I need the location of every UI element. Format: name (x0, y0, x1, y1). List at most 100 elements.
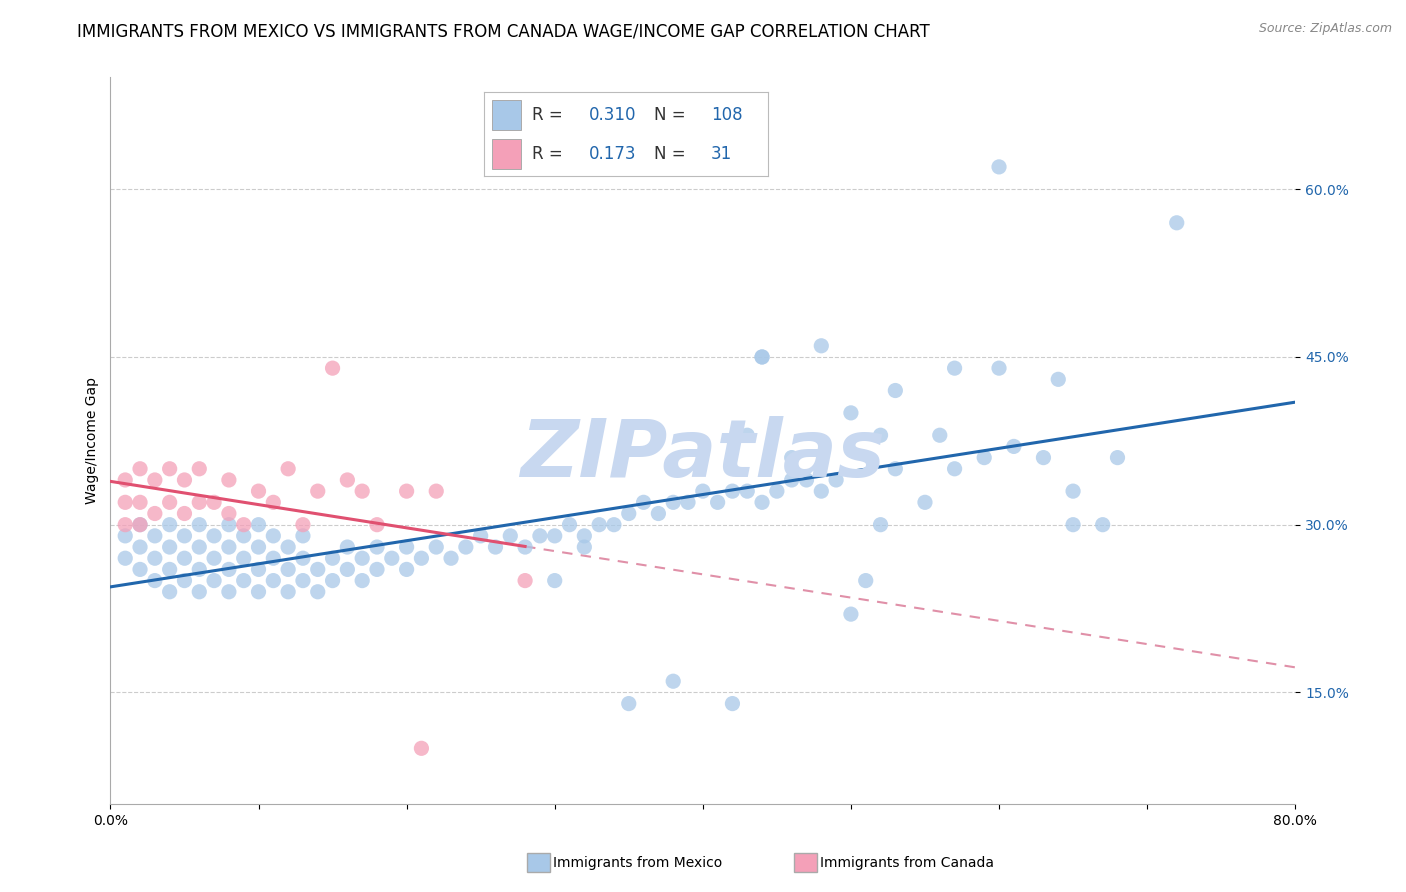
Point (839, 607, 862, 621)
Point (603, 517, 626, 532)
Point (735, 428, 758, 442)
Point (114, 495, 136, 509)
Point (262, 551, 284, 566)
Point (513, 540, 536, 554)
Point (425, 540, 447, 554)
Point (277, 462, 299, 476)
Point (129, 517, 152, 532)
Point (247, 584, 270, 599)
Point (143, 507, 166, 521)
Text: Immigrants from Canada: Immigrants from Canada (820, 855, 994, 870)
Point (810, 339, 832, 353)
Point (574, 540, 596, 554)
Point (499, 529, 522, 543)
Point (188, 517, 211, 532)
Point (1047, 372, 1070, 386)
Point (322, 551, 344, 566)
Point (751, 495, 773, 509)
Point (188, 495, 211, 509)
Point (766, 484, 789, 499)
Y-axis label: Wage/Income Gap: Wage/Income Gap (86, 377, 100, 504)
Text: ZIPatlas: ZIPatlas (520, 417, 886, 494)
Point (114, 517, 136, 532)
Point (1062, 517, 1084, 532)
Point (973, 450, 995, 465)
Point (647, 507, 669, 521)
Point (159, 462, 181, 476)
Point (202, 551, 225, 566)
Point (173, 574, 195, 588)
Point (277, 562, 299, 576)
Point (588, 517, 610, 532)
Point (129, 517, 152, 532)
Point (1166, 216, 1188, 230)
Point (617, 507, 640, 521)
Point (425, 484, 447, 499)
Point (928, 428, 950, 442)
Point (129, 540, 152, 554)
Point (529, 529, 551, 543)
Point (218, 473, 240, 487)
Point (247, 517, 270, 532)
Point (129, 495, 152, 509)
Point (513, 574, 536, 588)
Point (218, 584, 240, 599)
Point (247, 562, 270, 576)
Point (780, 450, 803, 465)
Point (943, 361, 966, 376)
Point (114, 529, 136, 543)
Point (173, 507, 195, 521)
Point (544, 574, 567, 588)
Point (662, 674, 685, 689)
Point (188, 562, 211, 576)
Point (943, 462, 966, 476)
Point (544, 529, 567, 543)
Point (232, 529, 254, 543)
Point (291, 551, 314, 566)
Point (1002, 439, 1025, 453)
Point (1032, 450, 1054, 465)
Point (129, 562, 152, 576)
Point (574, 529, 596, 543)
Point (232, 551, 254, 566)
Point (173, 473, 195, 487)
Point (692, 484, 714, 499)
Point (352, 484, 374, 499)
Point (247, 484, 270, 499)
Point (676, 495, 699, 509)
Point (336, 473, 359, 487)
Point (735, 484, 758, 499)
Point (202, 495, 225, 509)
Point (366, 562, 388, 576)
Point (395, 484, 418, 499)
Point (662, 495, 685, 509)
Point (411, 551, 433, 566)
Point (277, 584, 299, 599)
Point (884, 384, 907, 398)
Point (751, 350, 773, 364)
Point (218, 507, 240, 521)
Point (558, 517, 581, 532)
Point (159, 495, 181, 509)
Point (988, 160, 1011, 174)
Point (218, 562, 240, 576)
Point (721, 697, 744, 711)
Point (633, 495, 655, 509)
Point (1091, 517, 1114, 532)
Point (143, 529, 166, 543)
Point (366, 517, 388, 532)
Point (173, 529, 195, 543)
Point (202, 529, 225, 543)
Point (173, 551, 195, 566)
Point (1107, 450, 1129, 465)
Point (159, 517, 181, 532)
Point (751, 350, 773, 364)
Point (988, 361, 1011, 376)
Point (159, 562, 181, 576)
Point (721, 484, 744, 499)
Point (114, 551, 136, 566)
Point (470, 529, 492, 543)
Point (232, 517, 254, 532)
Point (159, 540, 181, 554)
Text: Source: ZipAtlas.com: Source: ZipAtlas.com (1258, 22, 1392, 36)
